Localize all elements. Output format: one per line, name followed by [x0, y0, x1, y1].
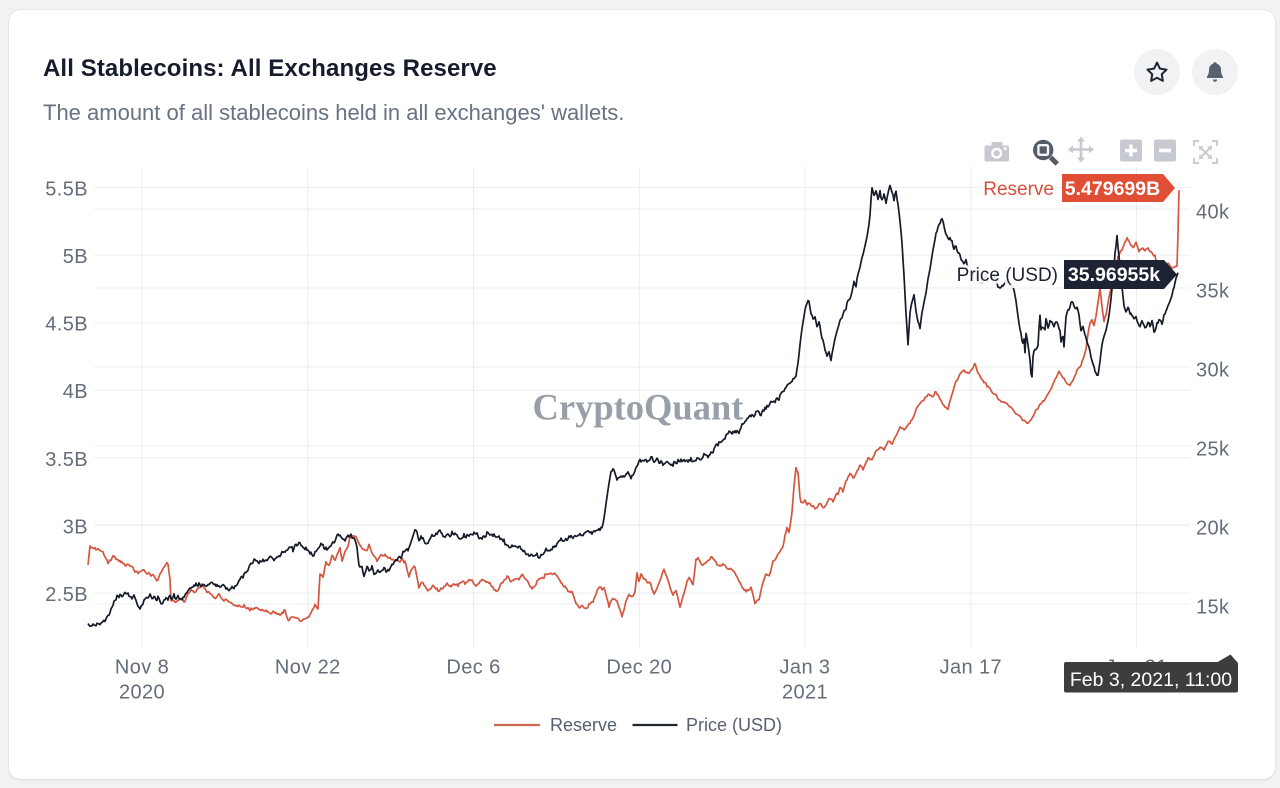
- svg-text:25k: 25k: [1196, 439, 1230, 461]
- svg-text:2021: 2021: [782, 682, 828, 704]
- svg-text:20k: 20k: [1196, 518, 1230, 540]
- svg-text:Jan 3: Jan 3: [780, 657, 831, 679]
- svg-text:4.5B: 4.5B: [45, 314, 88, 336]
- svg-text:Dec 6: Dec 6: [446, 657, 500, 679]
- svg-text:Dec 20: Dec 20: [606, 657, 672, 679]
- svg-text:Price (USD): Price (USD): [686, 715, 782, 735]
- svg-text:5B: 5B: [63, 246, 88, 268]
- svg-text:CryptoQuant: CryptoQuant: [533, 387, 744, 428]
- svg-text:Reserve: Reserve: [550, 715, 617, 735]
- svg-text:5.479699B: 5.479699B: [1065, 178, 1160, 200]
- svg-text:Nov 8: Nov 8: [115, 657, 169, 679]
- svg-text:Jan 17: Jan 17: [940, 657, 1002, 679]
- svg-text:2020: 2020: [119, 682, 165, 704]
- svg-text:2.5B: 2.5B: [45, 584, 88, 606]
- svg-text:4B: 4B: [63, 381, 88, 403]
- svg-text:35.96955k: 35.96955k: [1068, 264, 1160, 286]
- svg-text:Price (USD): Price (USD): [957, 265, 1058, 286]
- svg-text:30k: 30k: [1196, 360, 1230, 382]
- svg-text:3B: 3B: [63, 516, 88, 538]
- svg-text:35k: 35k: [1196, 281, 1230, 303]
- svg-text:Nov 22: Nov 22: [275, 657, 341, 679]
- svg-text:15k: 15k: [1196, 597, 1230, 619]
- svg-text:40k: 40k: [1196, 202, 1230, 224]
- svg-text:3.5B: 3.5B: [45, 449, 88, 471]
- svg-text:5.5B: 5.5B: [45, 179, 88, 201]
- svg-text:Reserve: Reserve: [983, 179, 1054, 200]
- svg-text:Feb 3, 2021, 11:00: Feb 3, 2021, 11:00: [1070, 669, 1232, 691]
